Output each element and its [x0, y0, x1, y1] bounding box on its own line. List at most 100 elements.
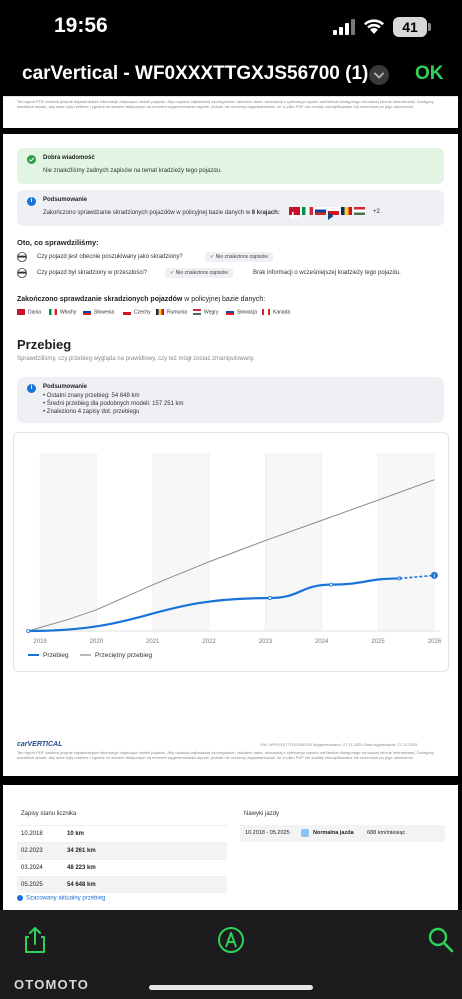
driving-rate: 688 km/miesiąc — [367, 830, 406, 836]
question-current-text: Czy pojazd jest obecnie poszukiwany jako… — [37, 254, 183, 260]
estimated-mileage-label: Szacowany aktualny przebieg — [26, 895, 106, 902]
country-item: Węgry — [193, 309, 218, 315]
mileage-title: Przebieg — [17, 337, 72, 352]
info-dot-icon — [17, 895, 23, 901]
estimated-mileage-line — [399, 574, 435, 580]
summary-point: • Ostatni znany przebieg: 54 648 km — [43, 393, 140, 399]
odometer-value: 34 261 km — [67, 848, 96, 854]
flag-slovenia-icon — [315, 207, 326, 215]
report-meta: VIN: WF0XXXTTGXJS56700 Wygenerowano: 27.… — [260, 742, 418, 747]
signal-icon — [333, 19, 355, 35]
country-name: Węgry — [204, 309, 219, 316]
odometer-row: 05.2025 54 648 km — [17, 876, 227, 893]
flag-icon — [262, 309, 270, 315]
country-item: Czechy — [123, 309, 151, 315]
grid-band — [40, 453, 97, 631]
country-item: Słowacja — [226, 309, 257, 315]
mileage-point — [267, 596, 272, 601]
mileage-summary-list: • Ostatni znany przebieg: 54 648 km • Śr… — [43, 392, 184, 416]
x-tick-label: 2021 — [146, 639, 160, 645]
checked-heading: Oto, co sprawdziliśmy: — [17, 238, 99, 247]
flag-icon — [123, 309, 131, 315]
x-tick-label: 2022 — [202, 639, 216, 645]
wifi-icon — [364, 19, 384, 34]
flag-icon — [193, 309, 201, 315]
country-name: Rumunia — [167, 309, 188, 316]
estimated-mileage-link[interactable]: Szacowany aktualny przebieg — [17, 895, 105, 902]
battery-indicator: 41 — [393, 17, 427, 37]
odometer-value: 48 223 km — [67, 865, 96, 871]
police-db-heading-rest: w policyjnej bazie danych: — [184, 296, 266, 303]
info-icon: i — [27, 197, 36, 206]
odometer-row: 10.2018 10 km — [17, 825, 227, 842]
status-bar: 19:56 41 — [0, 0, 462, 54]
country-name: Słowenia — [94, 309, 115, 316]
document-title-bar: carVertical - WF0XXXTTGXJS56700 (1) OK — [0, 54, 462, 96]
no-records-label: Nie znaleziono zapisów — [175, 270, 228, 276]
series-mileage-line — [28, 577, 400, 633]
mileage-subtitle: Sprawdziliśmy, czy przebieg wygląda na p… — [17, 356, 255, 362]
check-circle-icon — [27, 155, 36, 164]
country-name: Dania — [28, 309, 42, 316]
legend-label-average: Przeciętny przebieg — [95, 652, 152, 659]
x-tick-label: 2025 — [371, 639, 385, 645]
police-db-heading: Zakończono sprawdzanie skradzionych poja… — [17, 296, 265, 303]
summary-point: • Znaleziono 4 zapisy dot. przebiegu — [43, 409, 140, 415]
grid-band — [152, 453, 210, 631]
otomoto-watermark: OTOMOTO — [14, 977, 90, 992]
theft-summary-title: Podsumowanie — [43, 197, 88, 203]
driving-habits-heading: Nawyki jazdy — [244, 811, 280, 817]
summary-point-text: Znaleziono 4 zapisy dot. przebiegu — [46, 409, 140, 415]
battery-cap — [428, 23, 431, 31]
country-item: Słowenia — [83, 309, 114, 315]
odometer-row: 02.2023 34 261 km — [17, 842, 227, 859]
police-db-heading-bold: Zakończono sprawdzanie skradzionych poja… — [17, 296, 183, 303]
summary-point: • Średni przebieg dla podobnych modeli: … — [43, 401, 184, 407]
pdf-page-3: Zapisy stanu licznika Nawyki jazdy 10.20… — [3, 785, 458, 910]
summary-point-text: Ostatni znany przebieg: 54 648 km — [46, 393, 140, 399]
x-tick-label: 2020 — [90, 639, 104, 645]
mileage-summary-card: i Podsumowanie • Ostatni znany przebieg:… — [17, 377, 444, 423]
odometer-value: 10 km — [67, 831, 85, 837]
home-indicator[interactable] — [149, 985, 313, 990]
estimated-info-icon: i — [434, 573, 436, 579]
odometer-date: 02.2023 — [21, 848, 43, 854]
flag-icon — [226, 309, 234, 315]
no-theft-info: Brak informacji o wcześniejszej kradzież… — [253, 270, 401, 276]
checked-countries-list: Dania Włochy Słowenia Czechy Rumunia Węg… — [17, 309, 444, 319]
x-tick-label: 2024 — [315, 639, 329, 645]
markup-icon[interactable] — [217, 926, 245, 954]
mileage-point — [26, 628, 31, 633]
country-name: Czechy — [134, 309, 151, 316]
flag-denmark-icon — [289, 207, 300, 220]
driving-habits-row: 10.2018 - 05.2025 Normalna jazda 688 km/… — [240, 825, 445, 842]
odometer-date: 05.2025 — [21, 882, 43, 888]
question-past-text: Czy pojazd był skradziony w przeszłości? — [37, 270, 148, 276]
no-records-badge: ✓ Nie znaleziono zapisów — [205, 252, 273, 262]
odometer-row: 03.2024 48 223 km — [17, 859, 227, 876]
theft-question-current: Czy pojazd jest obecnie poszukiwany jako… — [17, 252, 444, 264]
clock: 19:56 — [54, 14, 108, 37]
flag-hungary-icon — [354, 207, 365, 215]
good-news-text: Nie znaleźliśmy żadnych zapisów na temat… — [43, 168, 222, 174]
flag-icon — [83, 309, 91, 315]
document-title[interactable]: carVertical - WF0XXXTTGXJS56700 (1) — [22, 63, 369, 84]
page-divider — [3, 96, 458, 97]
flag-icon — [49, 309, 57, 315]
x-tick-label: 2026 — [428, 639, 442, 645]
normal-driving-swatch-icon — [301, 829, 309, 837]
done-button[interactable]: OK — [415, 63, 444, 84]
disclaimer-text: Ten raport PDF zawiera jedynie najważnie… — [17, 99, 434, 109]
odometer-heading: Zapisy stanu licznika — [21, 811, 77, 817]
flag-czechia-icon — [328, 207, 339, 220]
flag-icon — [17, 309, 25, 315]
no-records-badge: ✓ Nie znaleziono zapisów — [165, 268, 233, 278]
good-news-title: Dobra wiadomość — [43, 155, 95, 161]
title-menu-button[interactable] — [369, 65, 389, 85]
flag-romania-icon — [341, 207, 352, 215]
driving-period: 10.2018 - 05.2025 — [245, 830, 290, 836]
pdf-page-2: Dobra wiadomość Nie znaleźliśmy żadnych … — [3, 134, 458, 776]
mileage-point — [329, 582, 334, 587]
share-icon[interactable] — [21, 926, 49, 954]
search-icon[interactable] — [427, 926, 455, 954]
